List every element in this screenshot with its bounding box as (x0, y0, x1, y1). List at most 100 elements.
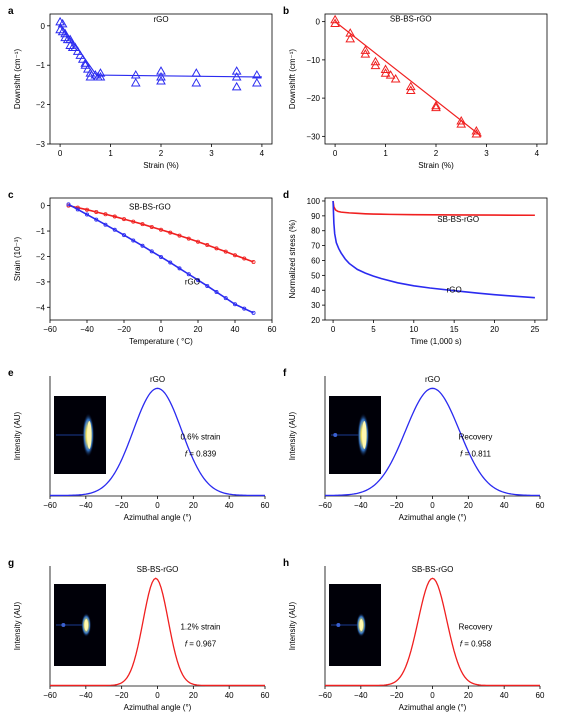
diffraction-arc-core (362, 421, 367, 449)
panel-label-f: f (283, 368, 287, 379)
data-point (360, 49, 371, 58)
data-point (72, 46, 83, 55)
data-point (380, 68, 391, 77)
data-point (431, 100, 441, 110)
x-tick-label: −40 (80, 325, 94, 334)
x-axis-label: Strain (%) (418, 161, 454, 170)
data-point (177, 233, 182, 238)
x-tick-label: 15 (450, 325, 459, 334)
data-point (232, 253, 237, 258)
axes-frame (324, 13, 548, 145)
data-point (345, 28, 356, 37)
data-point (60, 28, 70, 38)
data-point (385, 70, 396, 79)
x-tick-label: 0 (159, 325, 164, 334)
annotation: rGO (447, 285, 462, 294)
x-tick-label: 0 (430, 501, 435, 510)
x-tick-label: 20 (194, 325, 203, 334)
annotation: Recovery (459, 433, 493, 442)
x-tick-label: −60 (43, 501, 57, 510)
x-tick-label: 60 (536, 501, 545, 510)
data-point (85, 207, 90, 212)
x-axis-label: Time (1,000 s) (410, 337, 462, 346)
x-tick-label: 0 (155, 691, 160, 700)
y-tick-label: −3 (36, 278, 46, 287)
x-tick-label: 3 (484, 149, 489, 158)
data-point (214, 246, 219, 251)
annotation: f = 0.811 (460, 449, 491, 458)
data-point (231, 72, 242, 81)
panel-label-a: a (8, 6, 14, 17)
data-point (70, 42, 81, 51)
data-point (177, 266, 182, 271)
panel-e: e −60 −40 −20 0 20 40 60 Azimuthal angle (°) Inte… (8, 368, 270, 522)
annotation: Recovery (459, 623, 493, 632)
data-point (158, 254, 163, 259)
beamstop-spot (333, 433, 338, 437)
x-tick-label: 0 (58, 149, 63, 158)
panel-d: d 0 5 10 15 20 25 20 30 40 50 60 70 80 90 100 Time (1,00… (283, 190, 548, 346)
data-point (345, 33, 356, 43)
x-tick-label: −40 (354, 501, 368, 510)
intensity-curve (50, 577, 265, 687)
data-point (80, 60, 91, 69)
panel-label-h: h (283, 558, 289, 569)
x-tick-label: 4 (260, 149, 265, 158)
x-tick-label: 2 (434, 149, 439, 158)
x-tick-label: 20 (189, 691, 198, 700)
x-tick-label: −60 (43, 325, 57, 334)
x-axis-label: Azimuthal angle (°) (124, 703, 192, 712)
x-tick-label: −40 (354, 691, 368, 700)
x-tick-label: 1 (108, 149, 113, 158)
data-point (223, 296, 228, 301)
y-tick-label: 0 (316, 18, 321, 27)
diffraction-arc-core (87, 421, 92, 449)
data-point (130, 70, 141, 79)
x-tick-label: 0 (155, 501, 160, 510)
x-tick-label: 20 (490, 325, 499, 334)
data-point (370, 56, 381, 66)
annotation: rGO (153, 15, 168, 24)
data-point (223, 249, 228, 254)
annotation: SB-BS-rGO (412, 565, 454, 574)
y-axis-label: Downshift (cm⁻¹) (288, 49, 297, 110)
y-axis-label: Downshift (cm⁻¹) (13, 49, 22, 110)
x-tick-label: −40 (79, 501, 93, 510)
data-point (205, 283, 210, 288)
y-tick-label: 80 (311, 227, 320, 236)
data-point (191, 77, 202, 87)
x-tick-label: 60 (261, 501, 270, 510)
panel-label-g: g (8, 558, 14, 569)
y-tick-label: −3 (36, 140, 46, 149)
y-tick-label: 90 (311, 212, 320, 221)
y-tick-label: −20 (306, 94, 320, 103)
y-tick-label: 70 (311, 242, 320, 251)
x-axis-label: Temperature ( °C) (129, 337, 193, 346)
panel-label-d: d (283, 190, 289, 201)
axes-frame (49, 197, 273, 321)
data-point (195, 239, 200, 244)
x-tick-label: 60 (536, 691, 545, 700)
y-tick-label: 0 (41, 22, 46, 31)
data-point (140, 222, 145, 227)
data-point (380, 64, 391, 73)
data-point (251, 260, 256, 265)
y-tick-label: 50 (311, 271, 320, 280)
data-point (390, 73, 401, 83)
data-point (112, 214, 117, 219)
data-point (471, 125, 482, 135)
y-axis-label: Intensity (AU) (288, 411, 297, 460)
y-tick-label: −4 (36, 303, 46, 312)
annotation: f = 0.958 (460, 639, 492, 648)
data-point (370, 60, 381, 70)
y-tick-label: 30 (311, 301, 320, 310)
beamstop-spot (61, 623, 66, 627)
series-line-0 (68, 204, 254, 263)
x-tick-label: 0 (430, 691, 435, 700)
x-tick-label: 40 (231, 325, 240, 334)
x-tick-label: −40 (79, 691, 93, 700)
annotation: 1.2% strain (180, 623, 220, 632)
data-point (122, 217, 127, 222)
panel-b: b 0 1 2 3 4 0 −10 −20 −30 Strain (%) Downshift (cm⁻… (283, 6, 548, 170)
data-point (65, 34, 76, 44)
